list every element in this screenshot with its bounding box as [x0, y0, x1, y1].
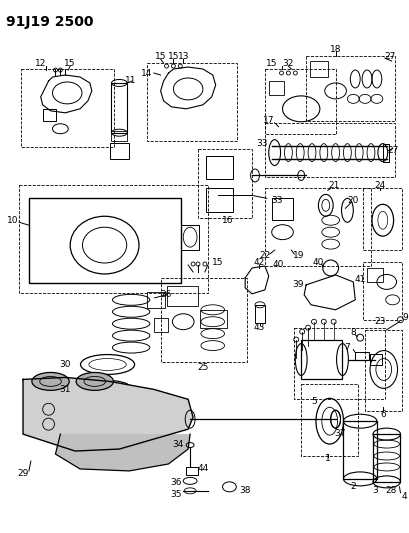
- Text: 40: 40: [312, 257, 323, 266]
- Text: 19: 19: [292, 251, 303, 260]
- Text: 35: 35: [170, 490, 182, 499]
- Bar: [294, 328, 384, 399]
- Bar: [153, 318, 167, 332]
- Bar: [382, 144, 388, 161]
- Text: 15: 15: [155, 52, 166, 61]
- Text: 5: 5: [310, 397, 316, 406]
- Bar: [366, 268, 382, 282]
- Text: 7: 7: [344, 343, 350, 352]
- Text: 27: 27: [386, 146, 397, 155]
- Text: 16: 16: [221, 216, 233, 225]
- Bar: [160, 278, 247, 362]
- Bar: [309, 61, 327, 77]
- Text: 36: 36: [170, 478, 182, 487]
- Text: 21: 21: [327, 181, 339, 190]
- Ellipse shape: [76, 373, 113, 390]
- Bar: [19, 185, 207, 293]
- Bar: [271, 198, 292, 220]
- Text: 14: 14: [141, 69, 152, 77]
- Bar: [264, 69, 335, 134]
- Text: 31: 31: [59, 385, 71, 394]
- Text: 33: 33: [256, 139, 267, 148]
- Bar: [198, 149, 252, 218]
- Text: 3: 3: [371, 486, 377, 495]
- Text: 15: 15: [167, 52, 179, 61]
- Text: 30: 30: [59, 360, 71, 369]
- Text: 4: 4: [401, 492, 406, 502]
- Bar: [362, 188, 402, 250]
- Bar: [369, 353, 381, 366]
- Bar: [146, 292, 164, 308]
- Text: 27: 27: [383, 52, 394, 61]
- Polygon shape: [23, 377, 193, 451]
- Bar: [111, 131, 127, 141]
- Text: 39: 39: [292, 280, 303, 289]
- Bar: [301, 340, 342, 379]
- Bar: [186, 467, 198, 475]
- Bar: [146, 63, 237, 141]
- Bar: [362, 262, 402, 320]
- Bar: [21, 69, 114, 147]
- Bar: [372, 434, 400, 482]
- Text: 28: 28: [384, 486, 396, 495]
- Text: 6: 6: [379, 410, 385, 419]
- Text: 2: 2: [350, 482, 355, 491]
- Text: 41: 41: [354, 276, 365, 285]
- Bar: [43, 109, 56, 121]
- Bar: [254, 305, 264, 322]
- Bar: [343, 421, 376, 479]
- Text: 13: 13: [177, 52, 189, 61]
- Bar: [200, 310, 227, 328]
- Bar: [181, 225, 198, 250]
- Text: 18: 18: [329, 45, 341, 54]
- Text: 20: 20: [347, 196, 358, 205]
- Text: 15: 15: [211, 257, 223, 266]
- Text: 10: 10: [7, 216, 19, 225]
- Bar: [301, 384, 357, 456]
- Bar: [264, 188, 370, 266]
- Bar: [268, 81, 284, 95]
- Text: 37: 37: [334, 429, 346, 438]
- Text: 91J19 2500: 91J19 2500: [6, 15, 94, 29]
- Text: 34: 34: [171, 440, 183, 449]
- Polygon shape: [55, 434, 190, 471]
- Text: 8: 8: [350, 328, 355, 337]
- Text: 32: 32: [282, 59, 293, 68]
- Text: 15: 15: [265, 59, 277, 68]
- Text: 40: 40: [272, 260, 283, 269]
- Bar: [205, 156, 233, 180]
- Bar: [364, 330, 402, 411]
- Bar: [29, 198, 181, 283]
- Bar: [264, 123, 393, 177]
- Text: 24: 24: [373, 181, 384, 190]
- Text: 42: 42: [253, 257, 264, 266]
- Text: 11: 11: [125, 76, 137, 85]
- Bar: [306, 56, 393, 121]
- Ellipse shape: [32, 373, 69, 390]
- Text: 23: 23: [373, 317, 384, 326]
- Bar: [111, 83, 127, 133]
- Bar: [166, 286, 198, 306]
- Text: 44: 44: [197, 464, 208, 473]
- Text: 17: 17: [262, 116, 274, 125]
- Text: 38: 38: [239, 486, 250, 495]
- Text: 12: 12: [35, 59, 46, 68]
- Text: 1: 1: [324, 455, 330, 464]
- Text: 29: 29: [17, 470, 29, 479]
- Text: 33: 33: [270, 196, 282, 205]
- Bar: [354, 352, 368, 360]
- Text: 22: 22: [258, 251, 270, 260]
- Bar: [109, 143, 129, 158]
- Text: 43: 43: [253, 323, 264, 332]
- Text: 25: 25: [197, 363, 208, 372]
- Bar: [205, 188, 233, 212]
- Text: 15: 15: [64, 59, 76, 68]
- Text: 26: 26: [160, 290, 172, 300]
- Text: 9: 9: [402, 313, 407, 322]
